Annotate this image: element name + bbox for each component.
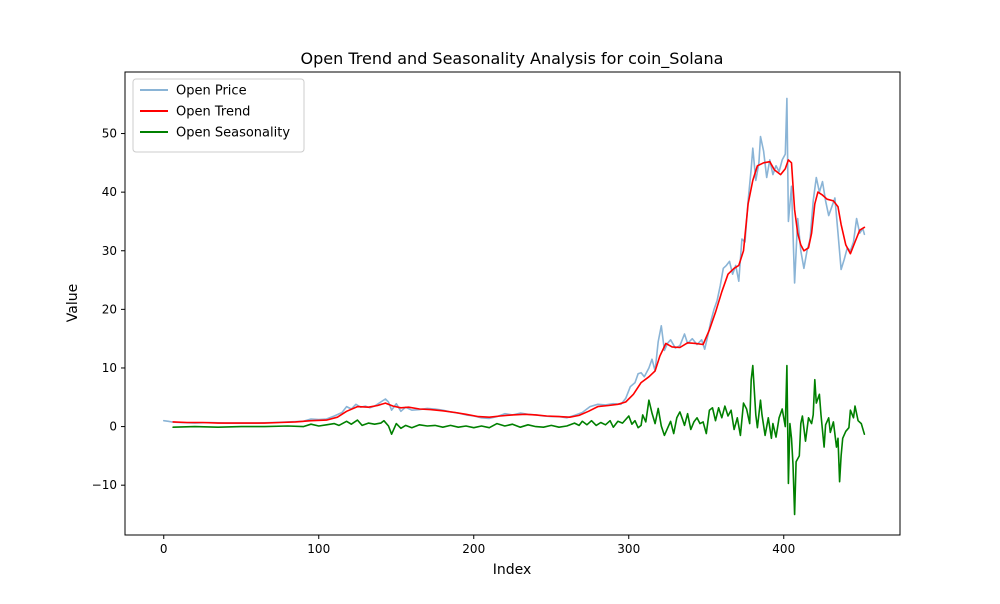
series-line-open-seasonality	[172, 364, 866, 516]
legend: Open Price Open Trend Open Seasonality	[132, 78, 305, 153]
x-tick-label: 300	[617, 542, 640, 556]
x-tick-label: 400	[772, 542, 795, 556]
y-tick-label: 10	[102, 361, 117, 375]
legend-label: Open Seasonality	[176, 126, 290, 141]
y-tick-label: −10	[92, 478, 117, 492]
legend-label: Open Price	[176, 84, 247, 99]
y-axis-label: Value	[65, 284, 81, 322]
y-tick-label: 50	[102, 127, 117, 141]
legend-box	[132, 78, 305, 153]
chart-title: Open Trend and Seasonality Analysis for …	[301, 49, 724, 69]
x-tick-label: 200	[462, 542, 485, 556]
x-tick-label: 100	[307, 542, 330, 556]
x-tick-label: 0	[160, 542, 168, 556]
legend-label: Open Trend	[176, 105, 250, 120]
y-axis: −10 0 10 20 30 40 50	[92, 127, 125, 492]
x-axis: 0 100 200 300 400	[160, 535, 795, 556]
y-tick-label: 30	[102, 244, 117, 258]
plot-area	[163, 97, 866, 516]
x-axis-label: Index	[493, 562, 532, 578]
y-tick-label: 0	[109, 420, 117, 434]
y-tick-label: 20	[102, 302, 117, 316]
y-tick-label: 40	[102, 185, 117, 199]
series-line-open-trend	[172, 159, 866, 424]
axes-frame	[124, 71, 901, 536]
